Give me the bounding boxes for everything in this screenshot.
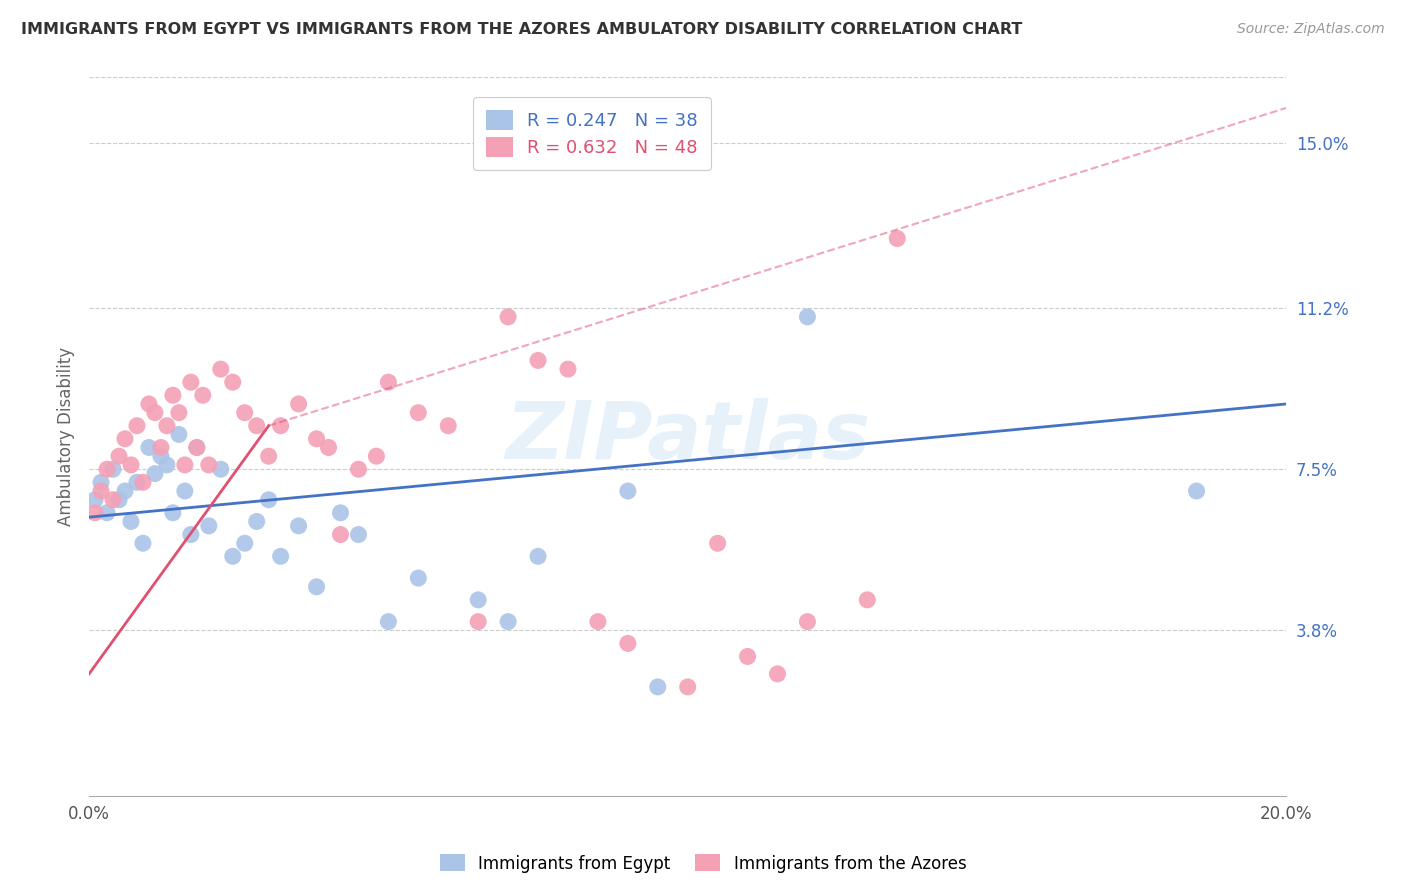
Point: [437, 418, 460, 433]
Point: [886, 231, 908, 245]
Point: [156, 418, 179, 433]
Point: [737, 649, 759, 664]
Point: [257, 492, 280, 507]
Point: [167, 406, 190, 420]
Point: [90, 483, 112, 498]
Point: [347, 462, 370, 476]
Text: IMMIGRANTS FROM EGYPT VS IMMIGRANTS FROM THE AZORES AMBULATORY DISABILITY CORREL: IMMIGRANTS FROM EGYPT VS IMMIGRANTS FROM…: [21, 22, 1022, 37]
Point: [120, 458, 142, 472]
Point: [198, 519, 221, 533]
Point: [186, 441, 208, 455]
Point: [586, 615, 609, 629]
Point: [796, 615, 818, 629]
Point: [125, 418, 148, 433]
Point: [766, 666, 789, 681]
Legend: Immigrants from Egypt, Immigrants from the Azores: Immigrants from Egypt, Immigrants from t…: [433, 847, 973, 880]
Point: [101, 492, 124, 507]
Point: [366, 449, 388, 463]
Point: [84, 492, 107, 507]
Point: [149, 449, 172, 463]
Point: [676, 680, 699, 694]
Point: [527, 353, 550, 368]
Point: [467, 592, 489, 607]
Point: [856, 592, 879, 607]
Point: [408, 571, 430, 585]
Point: [162, 506, 184, 520]
Point: [270, 549, 292, 564]
Point: [186, 441, 208, 455]
Point: [557, 362, 579, 376]
Point: [96, 506, 118, 520]
Point: [209, 462, 232, 476]
Point: [305, 580, 328, 594]
Point: [198, 458, 221, 472]
Text: Source: ZipAtlas.com: Source: ZipAtlas.com: [1237, 22, 1385, 37]
Point: [408, 406, 430, 420]
Point: [233, 536, 256, 550]
Point: [156, 458, 179, 472]
Point: [222, 375, 245, 389]
Point: [1185, 483, 1208, 498]
Point: [527, 549, 550, 564]
Point: [257, 449, 280, 463]
Point: [132, 475, 155, 490]
Point: [647, 680, 669, 694]
Point: [132, 536, 155, 550]
Y-axis label: Ambulatory Disability: Ambulatory Disability: [58, 347, 75, 526]
Point: [143, 467, 166, 481]
Point: [246, 515, 269, 529]
Point: [222, 549, 245, 564]
Point: [377, 615, 399, 629]
Point: [138, 441, 160, 455]
Point: [180, 375, 202, 389]
Point: [496, 615, 519, 629]
Legend: R = 0.247   N = 38, R = 0.632   N = 48: R = 0.247 N = 38, R = 0.632 N = 48: [474, 97, 710, 169]
Point: [706, 536, 728, 550]
Point: [173, 458, 195, 472]
Point: [329, 527, 352, 541]
Point: [617, 483, 640, 498]
Point: [167, 427, 190, 442]
Point: [138, 397, 160, 411]
Point: [96, 462, 118, 476]
Point: [318, 441, 340, 455]
Point: [162, 388, 184, 402]
Point: [173, 483, 195, 498]
Point: [143, 406, 166, 420]
Point: [617, 636, 640, 650]
Point: [120, 515, 142, 529]
Point: [90, 475, 112, 490]
Point: [329, 506, 352, 520]
Point: [305, 432, 328, 446]
Text: ZIPatlas: ZIPatlas: [505, 398, 870, 475]
Point: [233, 406, 256, 420]
Point: [496, 310, 519, 324]
Point: [377, 375, 399, 389]
Point: [347, 527, 370, 541]
Point: [84, 506, 107, 520]
Point: [287, 519, 309, 533]
Point: [467, 615, 489, 629]
Point: [114, 483, 136, 498]
Point: [108, 492, 131, 507]
Point: [101, 462, 124, 476]
Point: [149, 441, 172, 455]
Point: [125, 475, 148, 490]
Point: [180, 527, 202, 541]
Point: [191, 388, 214, 402]
Point: [108, 449, 131, 463]
Point: [209, 362, 232, 376]
Point: [246, 418, 269, 433]
Point: [287, 397, 309, 411]
Point: [114, 432, 136, 446]
Point: [270, 418, 292, 433]
Point: [796, 310, 818, 324]
